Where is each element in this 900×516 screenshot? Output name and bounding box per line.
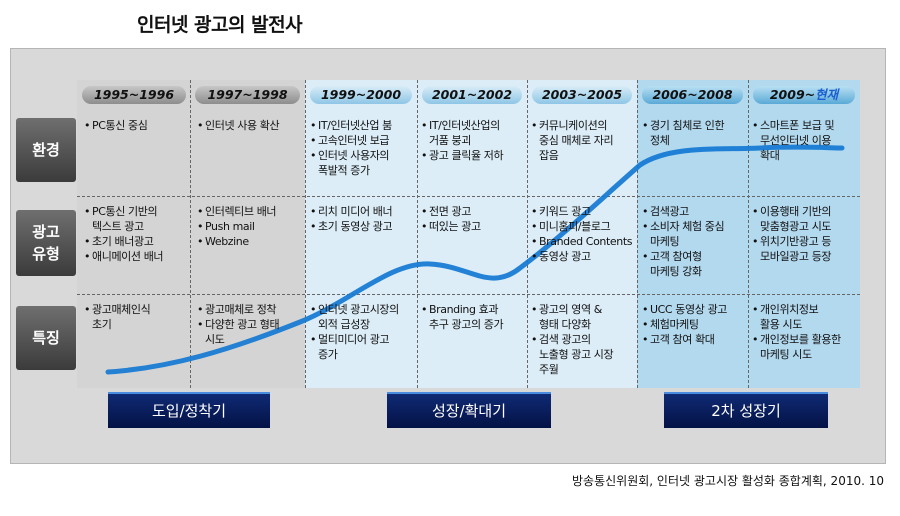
bullet-item: IT/인터넷산업의 거품 붕괴 (421, 118, 525, 148)
bullet-item: 떠있는 광고 (421, 219, 525, 234)
bullet-item: 검색광고 (642, 204, 746, 219)
cell-type-3: 전면 광고떠있는 광고 (421, 204, 525, 234)
bullet-item: 고객 참여형 마케팅 강화 (642, 249, 746, 279)
row-label-environment: 환경 (16, 118, 76, 182)
bullet-item: 리치 미디어 배너 (310, 204, 415, 219)
cell-feat-2: 인터넷 광고시장의 외적 급성장멀티미디어 광고 증가 (310, 302, 415, 362)
stage-intro: 도입/정착기 (108, 392, 270, 428)
bullet-item: 커뮤니케이션의 중심 매체로 자리 잡음 (531, 118, 635, 163)
cell-feat-0: 광고매체인식 초기 (84, 302, 188, 332)
row-label-features: 특징 (16, 306, 76, 370)
bullet-item: IT/인터넷산업 붐 (310, 118, 415, 133)
bullet-item: 광고매체인식 초기 (84, 302, 188, 332)
bullet-item: 검색 광고의 노출형 광고 시장 주월 (531, 332, 635, 377)
bullet-item: 광고매체로 정착 (197, 302, 303, 317)
cell-feat-4: 광고의 영역 & 형태 다양화검색 광고의 노출형 광고 시장 주월 (531, 302, 635, 377)
page-title: 인터넷 광고의 발전사 (137, 14, 303, 36)
grid-vline (190, 80, 191, 388)
period-label: 2009~ (769, 87, 816, 102)
bullet-item: 애니메이션 배너 (84, 249, 188, 264)
cell-env-1: 인터넷 사용 확산 (197, 118, 303, 133)
bullet-item: Branding 효과 추구 광고의 증가 (421, 302, 525, 332)
bullet-item: UCC 동영상 광고 (642, 302, 746, 317)
period-header: 1997~1998 (195, 86, 300, 104)
stage-second-growth: 2차 성장기 (664, 392, 828, 428)
bullet-item: PC통신 기반의 텍스트 광고 (84, 204, 188, 234)
cell-feat-5: UCC 동영상 광고체험마케팅고객 참여 확대 (642, 302, 746, 347)
cell-env-6: 스마트폰 보급 및 무선인터넷 이용 확대 (752, 118, 858, 163)
bullet-item: 초기 동영상 광고 (310, 219, 415, 234)
bullet-item: 광고의 영역 & 형태 다양화 (531, 302, 635, 332)
bullet-item: 광고 클릭율 저하 (421, 148, 525, 163)
cell-type-0: PC통신 기반의 텍스트 광고초기 배너광고애니메이션 배너 (84, 204, 188, 264)
period-header: 2006~2008 (642, 86, 743, 104)
bullet-item: 인터렉티브 배너 (197, 204, 303, 219)
cell-env-5: 경기 침체로 인한 정체 (642, 118, 746, 148)
period-header: 1995~1996 (82, 86, 186, 104)
cell-env-0: PC통신 중심 (84, 118, 188, 133)
cell-feat-1: 광고매체로 정착다양한 광고 형태 시도 (197, 302, 303, 347)
row-label-ad-type: 광고 유형 (16, 210, 76, 276)
bullet-item: 이용행태 기반의 맞춤형광고 시도 (752, 204, 858, 234)
grid-vline (748, 80, 749, 388)
cell-feat-6: 개인위치정보 활용 시도개인정보를 활용한 마케팅 시도 (752, 302, 858, 362)
cell-feat-3: Branding 효과 추구 광고의 증가 (421, 302, 525, 332)
bullet-item: Webzine (197, 234, 303, 249)
bullet-item: Branded Contents (531, 234, 635, 249)
grid-vline (417, 80, 418, 388)
bullet-item: 위치기반광고 등 모바일광고 등장 (752, 234, 858, 264)
bullet-item: 스마트폰 보급 및 무선인터넷 이용 확대 (752, 118, 858, 163)
grid-hline (77, 196, 860, 197)
grid-vline (305, 80, 306, 388)
cell-type-2: 리치 미디어 배너초기 동영상 광고 (310, 204, 415, 234)
bullet-item: 소비자 체험 중심 마케팅 (642, 219, 746, 249)
period-header: 1999~2000 (310, 86, 412, 104)
bullet-item: 미니홈피/블로그 (531, 219, 635, 234)
grid-vline (637, 80, 638, 388)
bullet-item: Push mail (197, 219, 303, 234)
cell-type-4: 키워드 광고미니홈피/블로그Branded Contents동영상 광고 (531, 204, 635, 264)
period-header: 2001~2002 (422, 86, 522, 104)
bullet-item: 전면 광고 (421, 204, 525, 219)
period-highlight: 현재 (815, 87, 839, 102)
stage-growth: 성장/확대기 (387, 392, 551, 428)
bullet-item: 고속인터넷 보급 (310, 133, 415, 148)
bullet-item: 초기 배너광고 (84, 234, 188, 249)
source-caption: 방송통신위원회, 인터넷 광고시장 활성화 종합계획, 2010. 10 (572, 474, 884, 488)
cell-type-5: 검색광고소비자 체험 중심 마케팅고객 참여형 마케팅 강화 (642, 204, 746, 279)
cell-env-4: 커뮤니케이션의 중심 매체로 자리 잡음 (531, 118, 635, 163)
bullet-item: 체험마케팅 (642, 317, 746, 332)
bullet-item: 멀티미디어 광고 증가 (310, 332, 415, 362)
bullet-item: PC통신 중심 (84, 118, 188, 133)
period-header-current: 2009~현재 (753, 86, 855, 104)
bullet-item: 인터넷 사용자의 폭발적 증가 (310, 148, 415, 178)
bullet-item: 인터넷 사용 확산 (197, 118, 303, 133)
cell-env-2: IT/인터넷산업 붐고속인터넷 보급인터넷 사용자의 폭발적 증가 (310, 118, 415, 178)
cell-env-3: IT/인터넷산업의 거품 붕괴광고 클릭율 저하 (421, 118, 525, 163)
grid-hline (77, 294, 860, 295)
cell-type-1: 인터렉티브 배너Push mailWebzine (197, 204, 303, 249)
bullet-item: 개인위치정보 활용 시도 (752, 302, 858, 332)
bullet-item: 고객 참여 확대 (642, 332, 746, 347)
cell-type-6: 이용행태 기반의 맞춤형광고 시도위치기반광고 등 모바일광고 등장 (752, 204, 858, 264)
bullet-item: 인터넷 광고시장의 외적 급성장 (310, 302, 415, 332)
grid-vline (527, 80, 528, 388)
bullet-item: 경기 침체로 인한 정체 (642, 118, 746, 148)
period-header: 2003~2005 (532, 86, 632, 104)
bullet-item: 다양한 광고 형태 시도 (197, 317, 303, 347)
bullet-item: 개인정보를 활용한 마케팅 시도 (752, 332, 858, 362)
bullet-item: 키워드 광고 (531, 204, 635, 219)
bullet-item: 동영상 광고 (531, 249, 635, 264)
